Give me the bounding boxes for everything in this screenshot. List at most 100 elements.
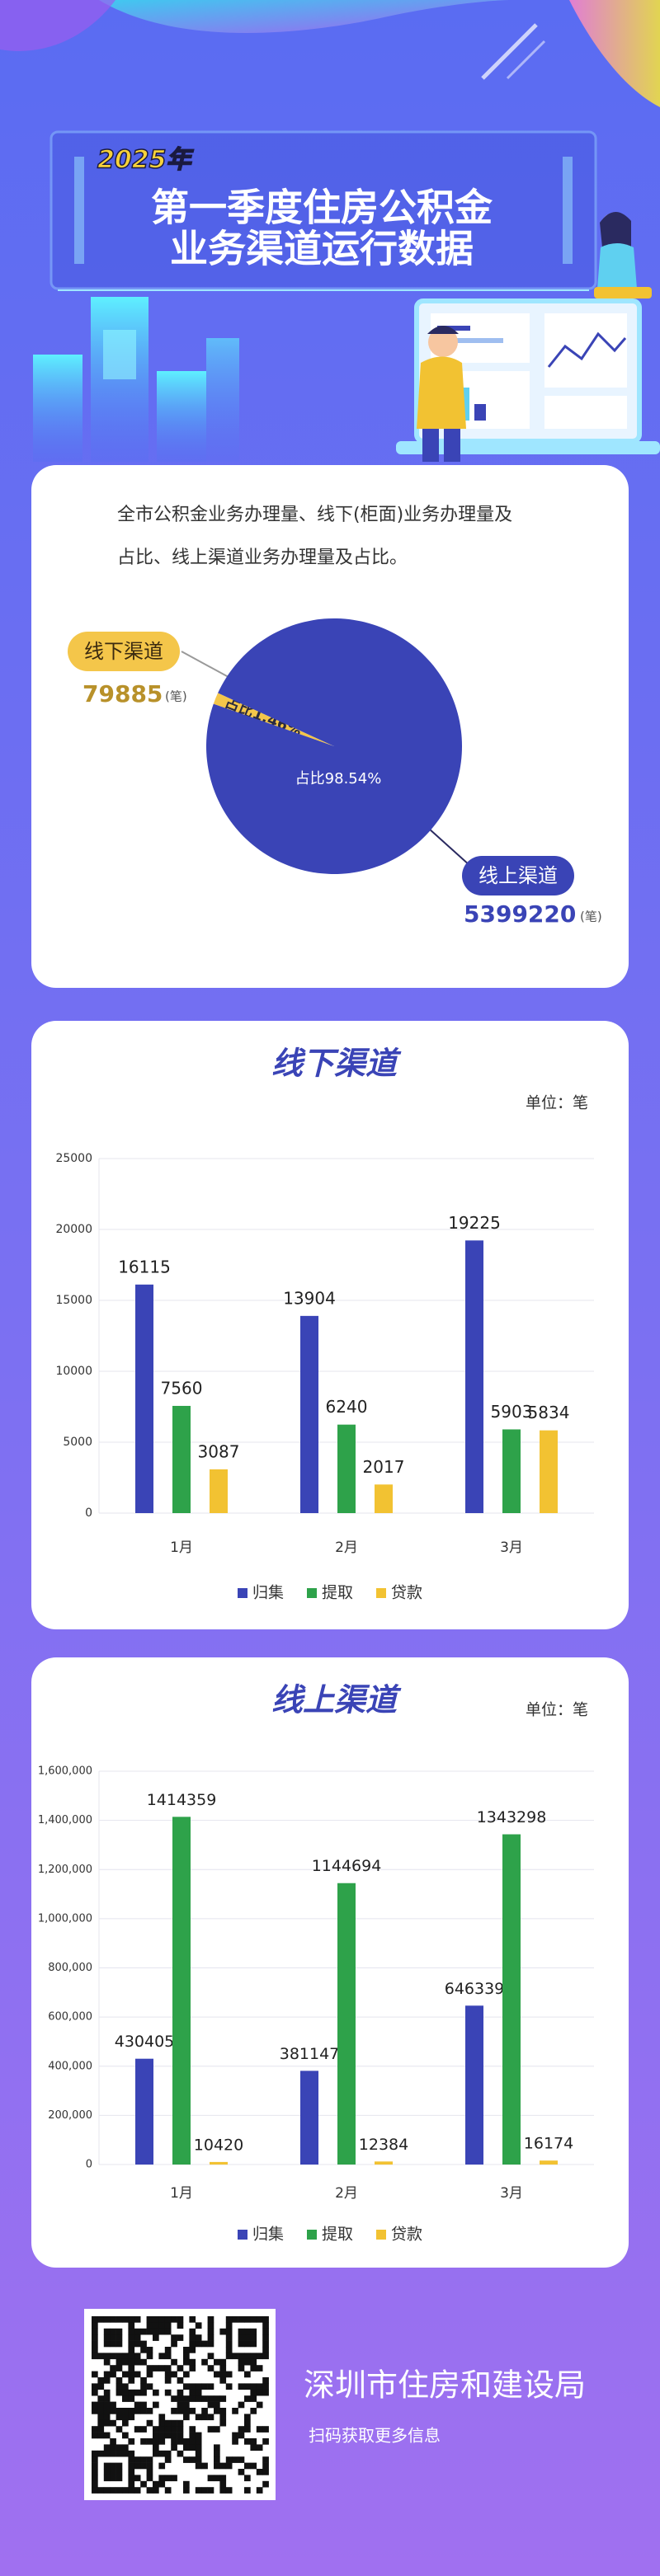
qr-cell bbox=[164, 2377, 172, 2384]
qr-cell bbox=[92, 2340, 98, 2348]
qr-cell bbox=[219, 2408, 227, 2414]
qr-cell bbox=[164, 2371, 172, 2378]
qr-cell bbox=[134, 2426, 141, 2433]
qr-cell bbox=[164, 2389, 172, 2396]
qr-cell bbox=[207, 2334, 214, 2341]
qr-cell bbox=[153, 2334, 159, 2341]
qr-cell bbox=[256, 2316, 263, 2323]
bar bbox=[337, 1424, 356, 1513]
qr-cell bbox=[140, 2389, 147, 2396]
qr-cell bbox=[158, 2316, 166, 2323]
qr-cell bbox=[201, 2395, 208, 2402]
qr-cell bbox=[92, 2401, 98, 2409]
qr-cell bbox=[97, 2414, 105, 2421]
value-label: 5834 bbox=[528, 1403, 570, 1422]
qr-cell bbox=[158, 2480, 166, 2488]
qr-cell bbox=[214, 2462, 220, 2470]
qr-cell bbox=[116, 2353, 123, 2360]
qr-cell bbox=[189, 2444, 196, 2451]
qr-cell bbox=[183, 2353, 190, 2360]
qr-cell bbox=[164, 2487, 172, 2494]
qr-cell bbox=[250, 2316, 257, 2323]
qr-cell bbox=[238, 2328, 245, 2335]
qr-cell bbox=[250, 2365, 257, 2372]
qr-cell bbox=[134, 2462, 141, 2470]
qr-cell bbox=[250, 2462, 257, 2470]
qr-cell bbox=[189, 2438, 196, 2445]
qr-cell bbox=[110, 2353, 116, 2360]
qr-cell bbox=[122, 2432, 129, 2439]
qr-cell bbox=[140, 2426, 147, 2433]
qr-cell bbox=[128, 2456, 135, 2463]
qr-cell bbox=[134, 2328, 141, 2335]
legend-label: 提取 bbox=[322, 1584, 353, 1602]
qr-cell bbox=[140, 2456, 147, 2463]
qr-cell bbox=[195, 2395, 202, 2402]
qr-cell bbox=[110, 2365, 116, 2372]
qr-cell bbox=[158, 2414, 166, 2421]
y-tick-label: 800,000 bbox=[48, 1962, 92, 1974]
qr-cell bbox=[134, 2340, 141, 2348]
qr-cell bbox=[238, 2469, 245, 2475]
qr-cell bbox=[116, 2469, 123, 2475]
qr-cell bbox=[214, 2450, 220, 2457]
online-card bbox=[31, 1657, 629, 2268]
bar bbox=[300, 2071, 318, 2165]
y-tick-label: 25000 bbox=[55, 1152, 92, 1165]
qr-cell bbox=[164, 2475, 172, 2482]
qr-cell bbox=[207, 2316, 214, 2323]
qr-cell bbox=[92, 2371, 98, 2378]
qr-cell bbox=[207, 2322, 214, 2329]
qr-cell bbox=[177, 2377, 184, 2384]
qr-cell bbox=[97, 2432, 105, 2439]
org-name: 深圳市住房和建设局 bbox=[304, 2367, 586, 2404]
qr-cell bbox=[110, 2469, 116, 2475]
chart-title: 线上渠道 bbox=[271, 1682, 402, 1718]
qr-cell bbox=[103, 2334, 111, 2341]
bar bbox=[502, 1834, 521, 2165]
qr-cell bbox=[244, 2383, 251, 2390]
qr-cell bbox=[158, 2353, 166, 2360]
legend-label: 提取 bbox=[322, 2226, 353, 2244]
qr-cell bbox=[256, 2353, 263, 2360]
qr-cell bbox=[140, 2340, 147, 2348]
qr-cell bbox=[225, 2322, 233, 2329]
qr-cell bbox=[92, 2389, 98, 2396]
qr-cell bbox=[158, 2322, 166, 2329]
qr-cell bbox=[153, 2432, 159, 2439]
qr-cell bbox=[189, 2328, 196, 2335]
qr-cell bbox=[110, 2334, 116, 2341]
pie-slice bbox=[213, 693, 334, 746]
qr-cell bbox=[177, 2395, 184, 2402]
qr-cell bbox=[158, 2328, 166, 2335]
qr-cell bbox=[195, 2334, 202, 2341]
qr-cell bbox=[97, 2316, 105, 2323]
qr-cell bbox=[177, 2438, 184, 2445]
qr-cell bbox=[201, 2340, 208, 2348]
x-tick-label: 2月 bbox=[335, 2185, 358, 2202]
qr-cell bbox=[122, 2353, 129, 2360]
qr-cell bbox=[195, 2456, 202, 2463]
qr-cell bbox=[97, 2401, 105, 2409]
qr-cell bbox=[122, 2383, 129, 2390]
qr-cell bbox=[146, 2316, 153, 2323]
qr-cell bbox=[195, 2340, 202, 2348]
qr-cell bbox=[153, 2438, 159, 2445]
qr-cell bbox=[116, 2408, 123, 2414]
qr-cell bbox=[110, 2401, 116, 2409]
qr-cell bbox=[232, 2456, 238, 2463]
qr-cell bbox=[116, 2328, 123, 2335]
qr-cell bbox=[92, 2426, 98, 2433]
qr-cell bbox=[177, 2450, 184, 2457]
qr-cell bbox=[97, 2487, 105, 2494]
qr-cell bbox=[103, 2395, 111, 2402]
qr-cell bbox=[244, 2328, 251, 2335]
x-tick-label: 2月 bbox=[335, 1539, 358, 1556]
qr-cell bbox=[146, 2365, 153, 2372]
qr-cell bbox=[183, 2444, 190, 2451]
qr-cell bbox=[92, 2450, 98, 2457]
qr-cell bbox=[153, 2401, 159, 2409]
qr-cell bbox=[171, 2444, 177, 2451]
qr-cell bbox=[128, 2322, 135, 2329]
